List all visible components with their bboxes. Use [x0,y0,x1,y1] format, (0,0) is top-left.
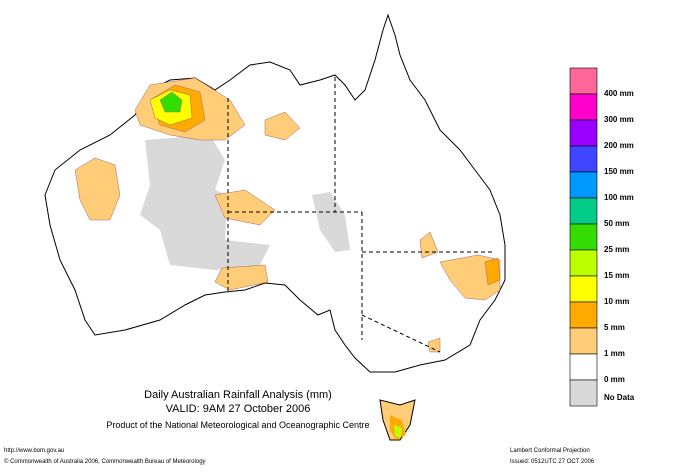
legend-swatch [569,249,598,277]
legend-swatch [569,171,598,199]
legend-swatch [569,275,598,303]
legend-swatch [569,67,598,95]
legend-label: 5 mm [604,323,625,332]
legend-swatch [569,327,598,355]
url: http://www.bom.gov.au [4,448,64,454]
projection: Lambert Conformal Projection [510,448,590,454]
legend-label: 300 mm [604,115,634,124]
legend-label: 200 mm [604,141,634,150]
legend-swatch [569,353,598,381]
legend-label: 15 mm [604,271,629,280]
legend-swatch [569,93,598,121]
issued: Issued: 0512UTC 27 OCT 2006 [510,459,595,465]
legend-label: 50 mm [604,219,629,228]
legend-label: 100 mm [604,193,634,202]
legend-swatch [569,379,598,407]
valid-date: VALID: 9AM 27 October 2006 [166,403,311,415]
legend-label: 0 mm [604,375,625,384]
rain-areas [74,77,501,353]
tasmania [379,399,416,441]
product: Product of the National Meteorological a… [106,420,369,430]
legend-label: 150 mm [604,167,634,176]
legend-label: 10 mm [604,297,629,306]
legend-swatch [569,145,598,173]
legend-swatch [569,119,598,147]
legend-label: 1 mm [604,349,625,358]
legend-label: 25 mm [604,245,629,254]
map-title: Daily Australian Rainfall Analysis (mm) [144,389,332,401]
state-borders [227,77,495,353]
legend-swatch [569,223,598,251]
no-data-areas [140,135,350,270]
legend-label: No Data [604,393,635,402]
copyright: © Commonwealth of Australia 2006, Common… [4,458,206,465]
legend-label: 400 mm [604,89,634,98]
legend-swatch [569,197,598,225]
legend-swatch [569,301,598,329]
